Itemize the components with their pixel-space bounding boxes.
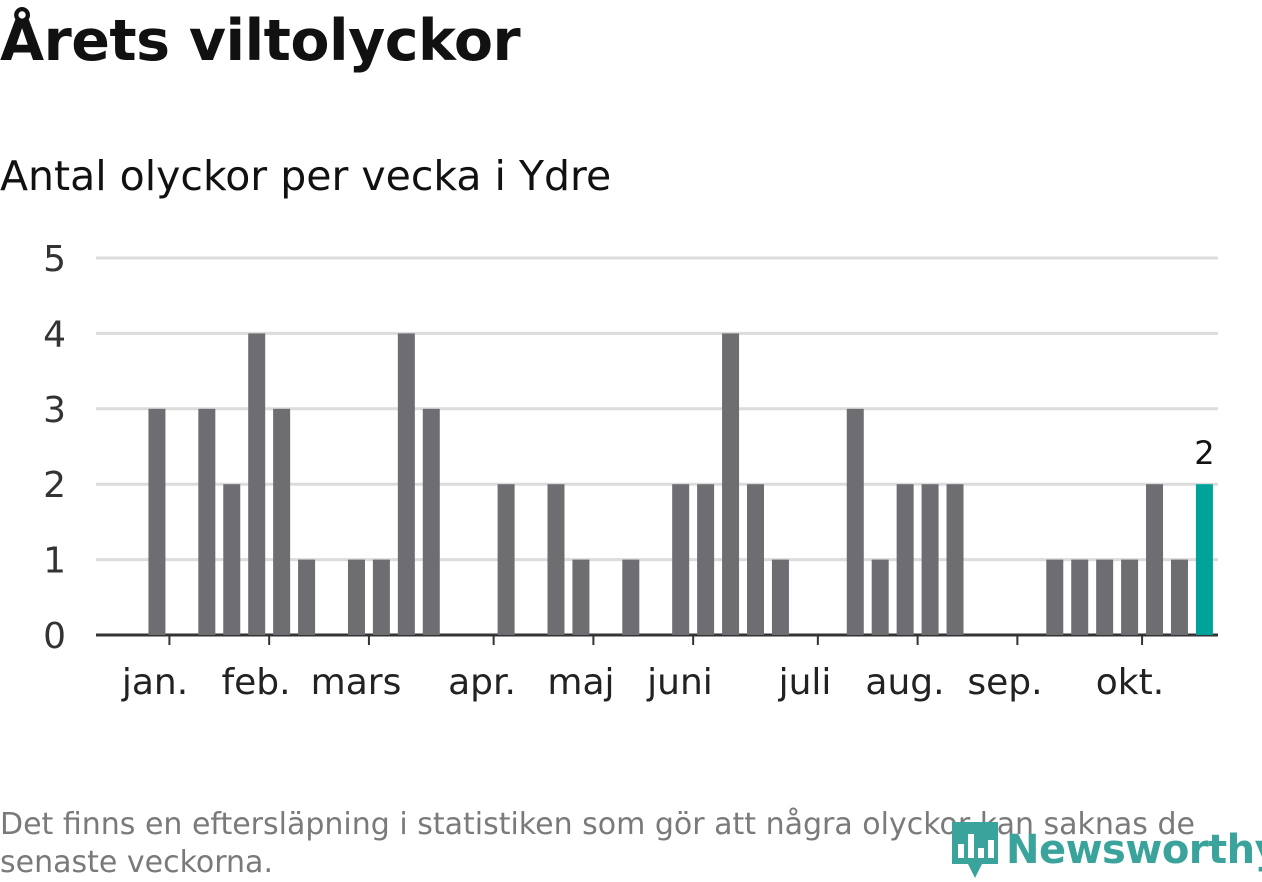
bar [273,408,291,635]
bar [148,408,166,635]
bar [1096,559,1114,635]
x-tick-label-okt: okt. [1096,662,1164,703]
bar [697,484,715,635]
bar [871,559,889,635]
bar [422,408,440,635]
bar [1046,559,1064,635]
bar [372,559,390,635]
bar [921,484,939,635]
bar [198,408,216,635]
x-tick-label-maj: maj [547,662,614,703]
bar [1146,484,1164,635]
x-tick-label-juli: juli [778,662,832,703]
bar [946,484,964,635]
x-tick-label-juni: juni [646,662,713,703]
x-tick-label-mars: mars [311,662,402,703]
x-tick-label-aug: aug. [865,662,944,703]
y-tick-labels: 0 1 2 3 4 5 [43,239,66,657]
x-tick-label-sep: sep. [967,662,1042,703]
bar [846,408,864,635]
bar-chart: 0 1 2 3 4 5 jan. feb. mars apr. maj juni juli aug. se… [43,239,1218,703]
bar [1071,559,1089,635]
y-tick-label: 4 [43,314,66,355]
y-tick-label: 1 [43,541,66,582]
bar [1121,559,1139,635]
bar [572,559,590,635]
chart-subtitle: Antal olyckor per vecka i Ydre [0,152,612,200]
bar [347,559,365,635]
y-tick-label: 0 [43,616,66,657]
bar [622,559,640,635]
bar [672,484,690,635]
chart-title: Årets viltolyckor [0,8,521,74]
highlight-value-label: 2 [1194,434,1214,472]
bar-chart-pin-icon [952,822,998,878]
bar [1170,559,1188,635]
bar [497,484,515,635]
newsworthy-logo: Newsworthy [950,820,1262,880]
annotations: 2 [1194,434,1214,472]
bar [722,333,740,635]
bars [148,333,1213,635]
x-tick-label-apr: apr. [448,662,516,703]
bar [747,484,764,635]
y-tick-label: 5 [43,239,66,280]
y-tick-label: 3 [43,390,66,431]
logo-text: Newsworthy [1006,827,1262,873]
x-tick-label-feb: feb. [221,662,290,703]
bar [896,484,914,635]
x-tick-label-jan: jan. [121,662,188,703]
bar [248,333,266,635]
bar [223,484,241,635]
highlight-bar [1195,484,1213,635]
bar [397,333,415,635]
bar [547,484,565,635]
bar [298,559,316,635]
y-tick-label: 2 [43,465,66,506]
x-tick-labels: jan. feb. mars apr. maj juni juli aug. sep. okt. [121,635,1164,703]
bar [771,559,789,635]
